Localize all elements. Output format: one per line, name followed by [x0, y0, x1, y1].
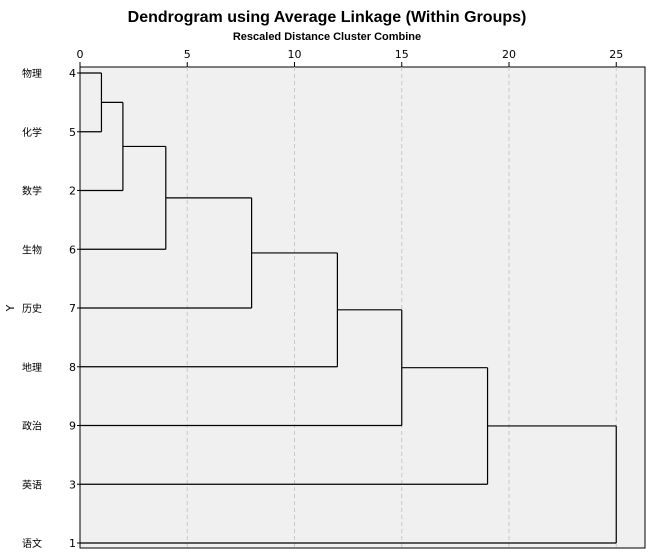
leaf-label: 历史 [22, 303, 42, 315]
leaf-label: 语文 [22, 537, 42, 550]
leaf-label: 生物 [22, 243, 42, 256]
x-axis-title: Rescaled Distance Cluster Combine [232, 31, 422, 43]
leaf-label: 物理 [22, 67, 42, 80]
leaf-case-number: 7 [69, 302, 76, 315]
leaf-label: 地理 [22, 361, 42, 374]
x-tick-label: 15 [395, 48, 409, 61]
x-tick-label: 0 [77, 48, 84, 61]
leaf-case-number: 1 [69, 537, 76, 550]
leaf-label: 政治 [22, 420, 42, 433]
leaf-case-number: 9 [69, 420, 76, 433]
leaf-case-number: 4 [69, 67, 76, 80]
y-axis-label: Y [4, 304, 17, 312]
x-tick-label: 25 [609, 48, 623, 61]
leaf-case-number: 5 [69, 126, 76, 139]
leaf-case-number: 3 [69, 478, 76, 491]
x-tick-label: 20 [502, 48, 516, 61]
x-tick-label: 10 [288, 48, 302, 61]
leaf-case-number: 8 [69, 361, 76, 374]
leaf-label: 化学 [22, 126, 42, 139]
leaf-label: 英语 [22, 478, 42, 491]
leaf-case-number: 6 [69, 243, 76, 256]
x-tick-label: 5 [184, 48, 191, 61]
chart-title: Dendrogram using Average Linkage (Within… [127, 9, 527, 26]
leaf-label: 数学 [22, 185, 42, 198]
leaf-case-number: 2 [69, 185, 76, 198]
